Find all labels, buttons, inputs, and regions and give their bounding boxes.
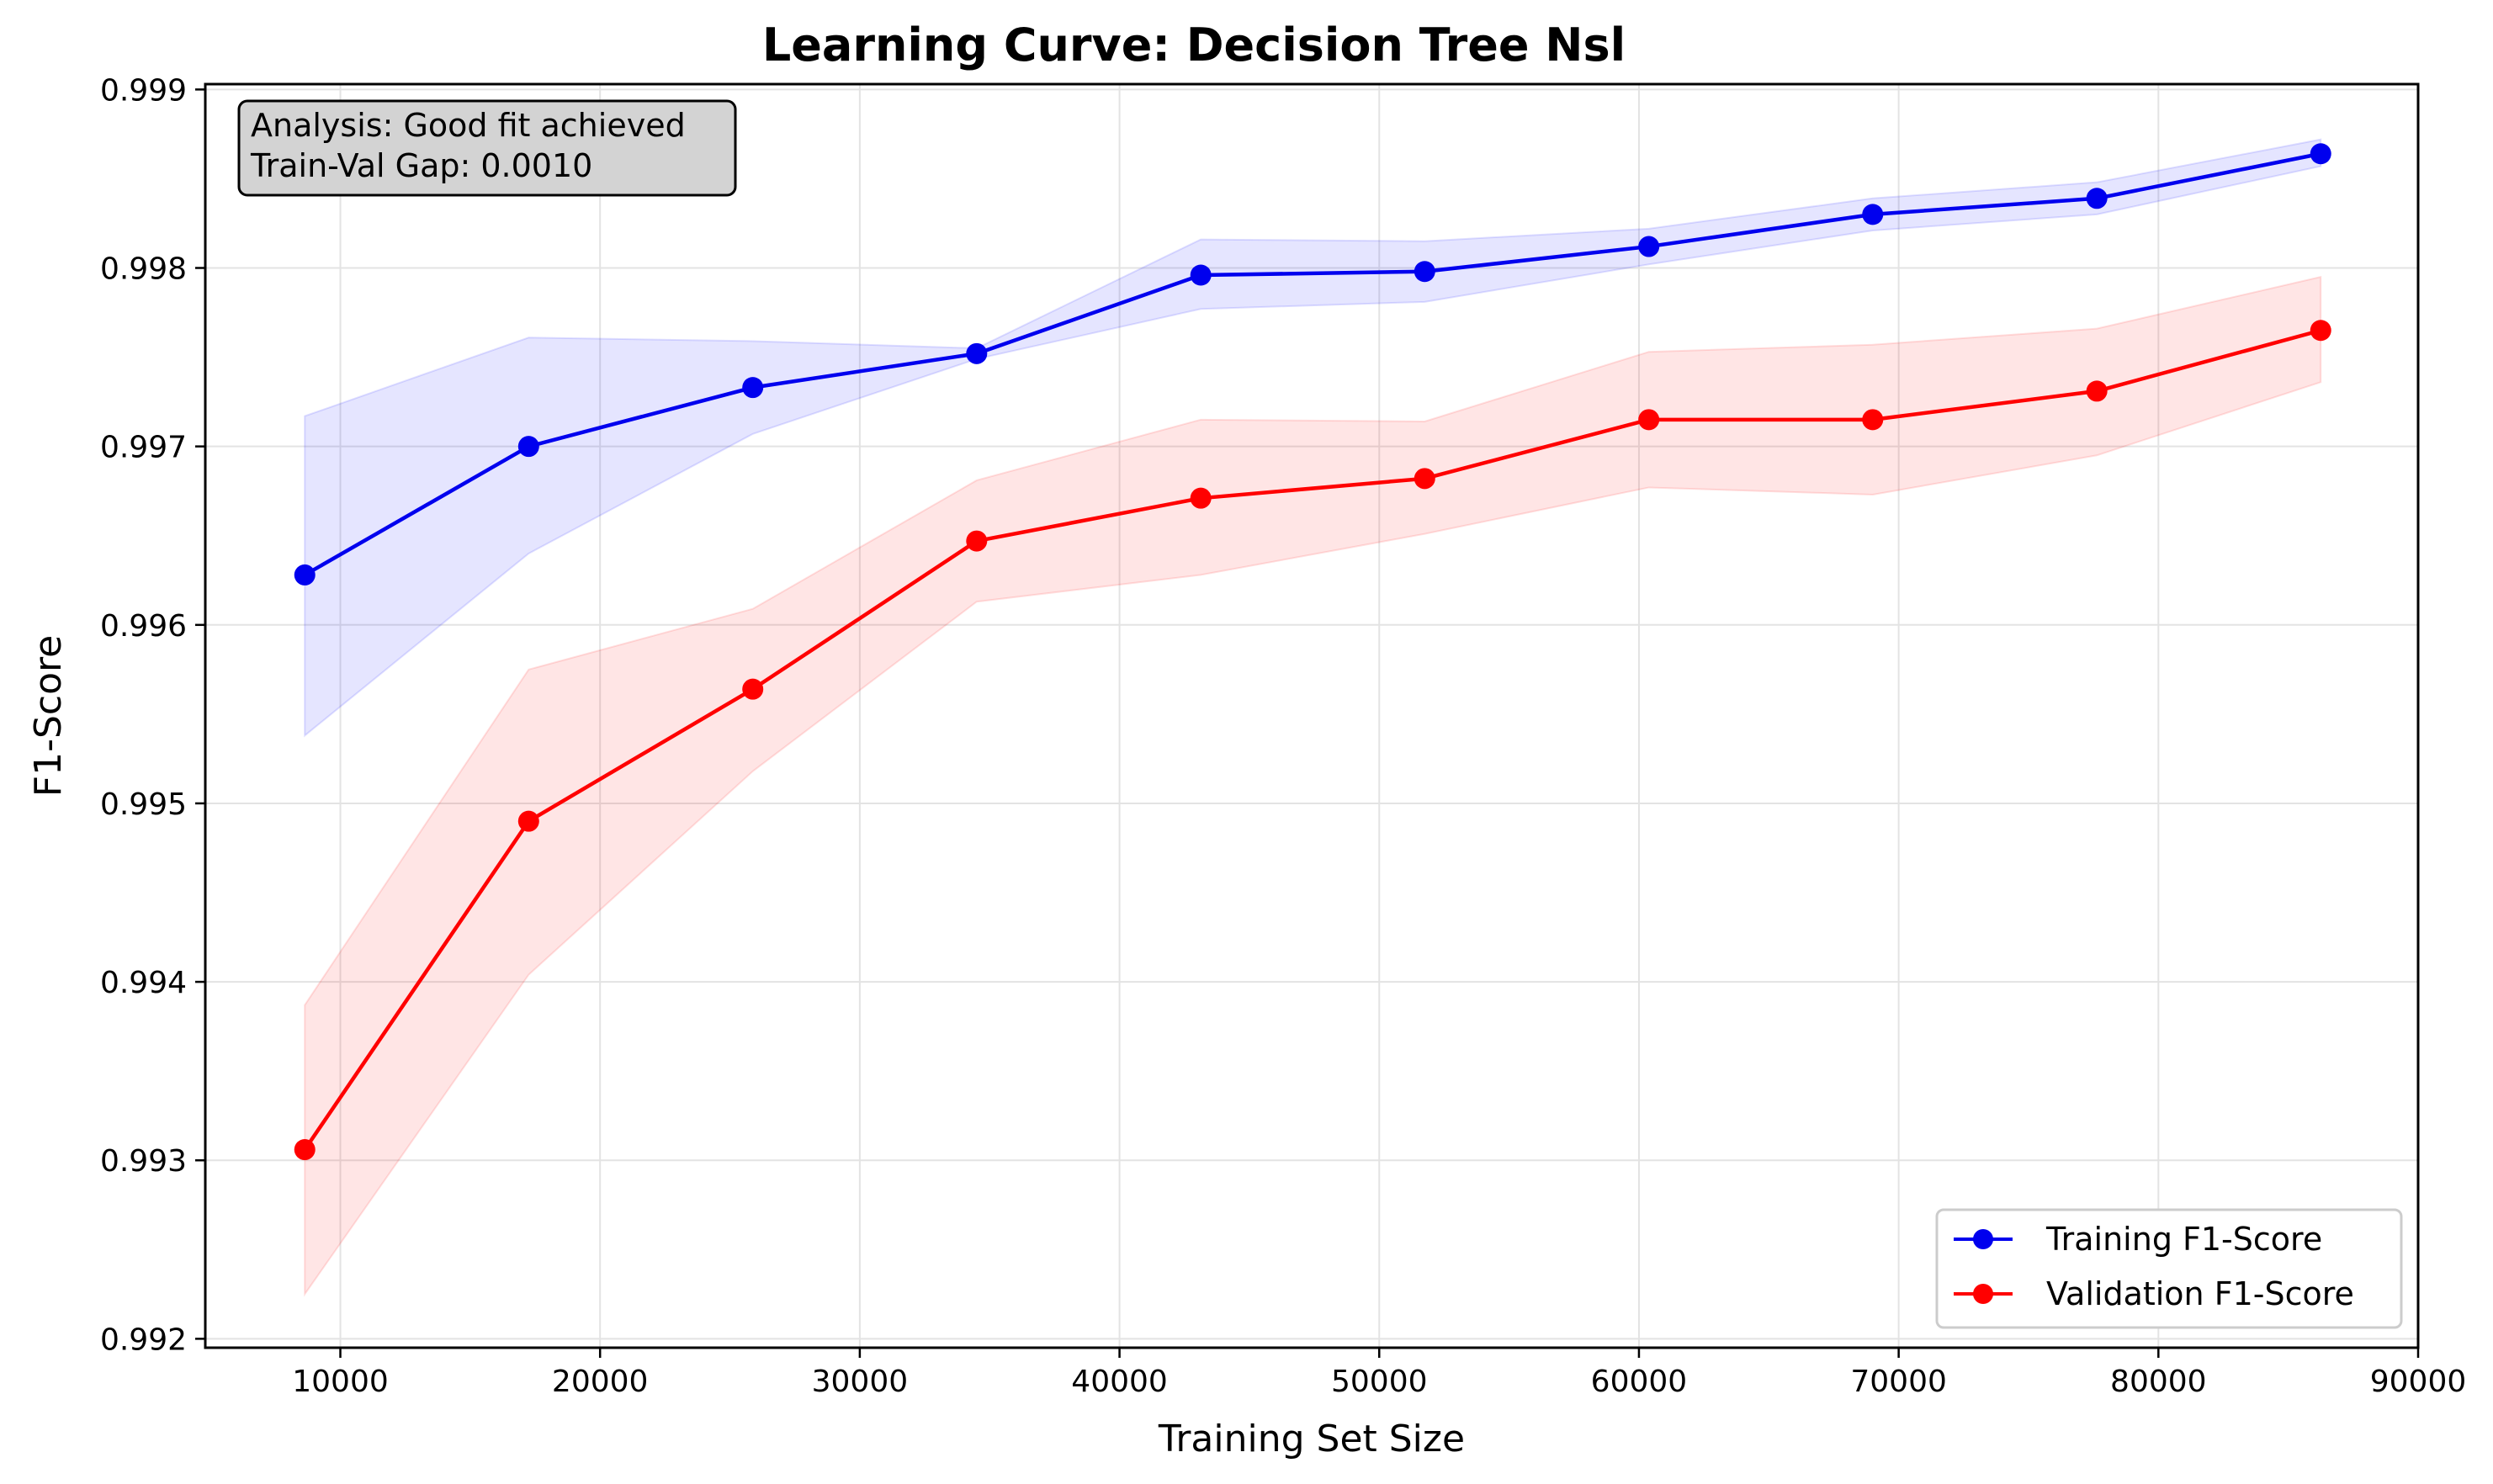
training-data-point	[517, 436, 539, 458]
x-tick-label: 70000	[1850, 1365, 1947, 1399]
training-data-point	[966, 342, 988, 364]
validation-data-point	[1190, 487, 1212, 509]
chart-title: Learning Curve: Decision Tree Nsl	[762, 19, 1626, 72]
training-confidence-band	[304, 138, 2322, 738]
training-data-point	[2310, 143, 2331, 165]
legend-validation-marker	[1973, 1284, 1993, 1304]
validation-data-point	[2310, 320, 2331, 342]
training-series-line	[304, 151, 2321, 577]
series-points	[294, 143, 2331, 1161]
validation-series-line	[303, 328, 2321, 1151]
x-tick-label: 40000	[1071, 1365, 1168, 1399]
training-data-point	[294, 564, 316, 586]
x-tick-label: 80000	[2110, 1365, 2207, 1399]
legend-validation-label: Validation F1-Score	[2046, 1275, 2354, 1312]
x-tick-label: 20000	[552, 1365, 649, 1399]
y-tick-label: 0.998	[100, 252, 187, 287]
confidence-bands	[304, 138, 2322, 1297]
legend-training-marker	[1973, 1229, 1993, 1249]
x-tick-label: 30000	[812, 1365, 909, 1399]
y-tick-label: 0.993	[100, 1144, 187, 1179]
x-axis-title: Training Set Size	[1158, 1418, 1465, 1460]
y-axis-title: F1-Score	[27, 635, 70, 797]
x-tick-label: 90000	[2370, 1365, 2467, 1399]
y-tick-label: 0.992	[100, 1322, 187, 1357]
x-tick-label: 10000	[292, 1365, 389, 1399]
training-data-point	[2086, 188, 2108, 209]
annotation-line-1: Analysis: Good fit achieved	[251, 107, 686, 144]
plot-frame	[204, 82, 2420, 1349]
x-axis-ticks: 10000 20000 30000 40000 50000 60000 70000 80000…	[292, 1348, 2466, 1399]
validation-data-point	[966, 530, 988, 552]
training-data-point	[1862, 204, 1884, 225]
y-tick-label: 0.997	[100, 431, 187, 465]
y-tick-label: 0.996	[100, 609, 187, 644]
legend-training-label: Training F1-Score	[2045, 1221, 2322, 1258]
y-tick-label: 0.999	[100, 73, 187, 108]
validation-confidence-band	[304, 275, 2322, 1297]
validation-data-point	[2086, 380, 2108, 402]
y-tick-label: 0.994	[100, 966, 187, 1000]
analysis-annotation-box: Analysis: Good fit achieved Train-Val Ga…	[237, 99, 737, 197]
validation-data-point	[294, 1139, 316, 1161]
y-tick-label: 0.995	[100, 787, 187, 822]
validation-data-point	[1862, 409, 1884, 431]
validation-data-point	[1638, 409, 1660, 431]
annotation-line-2: Train-Val Gap: 0.0010	[250, 147, 592, 184]
legend-frame	[1935, 1208, 2403, 1329]
validation-data-point	[742, 678, 764, 700]
validation-data-point	[1414, 468, 1435, 490]
y-axis-ticks: 0.992 0.993 0.994 0.995 0.996 0.997 0.998 0.999	[100, 73, 205, 1357]
x-tick-label: 60000	[1591, 1365, 1688, 1399]
validation-data-point	[517, 810, 539, 832]
training-data-point	[1638, 236, 1660, 257]
annotation-background	[237, 99, 737, 197]
training-data-point	[1414, 261, 1435, 283]
training-data-point	[1190, 264, 1212, 286]
x-tick-label: 50000	[1331, 1365, 1428, 1399]
training-data-point	[742, 377, 764, 399]
legend: Training F1-Score Validation F1-Score	[1935, 1208, 2403, 1329]
series-lines	[303, 151, 2321, 1151]
